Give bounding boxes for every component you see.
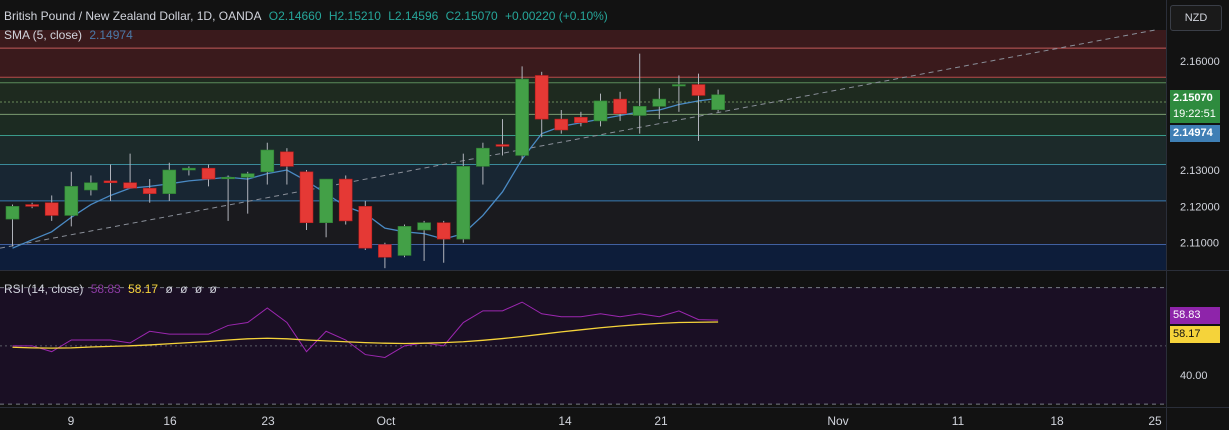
change-value: +0.00220 (+0.10%) — [505, 9, 608, 23]
price-zone-band — [0, 77, 1166, 83]
price-zone-band — [0, 82, 1166, 102]
candle-body — [534, 75, 549, 120]
price-zone-band — [0, 30, 1166, 49]
candle-body — [711, 94, 725, 110]
candle-body — [103, 180, 118, 184]
time-axis-tick: 18 — [1050, 414, 1064, 428]
candle-body — [397, 226, 412, 256]
candle-body — [495, 144, 510, 147]
candle-body — [240, 173, 255, 178]
currency-button[interactable]: NZD — [1170, 5, 1222, 31]
rsi-header: RSI (14, close) 58.83 58.17 ø ø ø ø — [4, 282, 221, 296]
rsi-axis-tick: 40.00 — [1180, 370, 1208, 382]
candle-body — [652, 98, 667, 107]
sma-value: 2.14974 — [89, 28, 133, 42]
sma-label[interactable]: SMA (5, close) — [4, 28, 83, 42]
time-axis-tick: Oct — [377, 414, 396, 428]
open-value: O2.14660 — [268, 9, 322, 23]
candle-body — [142, 187, 157, 194]
rsi-ma-price-label: 58.17 — [1170, 326, 1220, 343]
time-axis-tick: 21 — [654, 414, 668, 428]
candle-body — [280, 151, 294, 167]
candle-body — [123, 182, 137, 189]
countdown-label: 19:22:51 — [1170, 106, 1220, 123]
candle-body — [554, 118, 569, 131]
time-axis-tick: 9 — [68, 414, 75, 428]
candle-body — [201, 167, 216, 180]
symbol-title[interactable]: British Pound / New Zealand Dollar, 1D, … — [4, 9, 262, 23]
candle-body — [593, 100, 608, 122]
price-zone-band — [0, 135, 1166, 165]
price-zone-band — [0, 114, 1166, 136]
candle-body — [44, 202, 59, 216]
time-axis-tick: Nov — [827, 414, 848, 428]
candle-body — [691, 84, 706, 96]
last-price-label: 2.15070 — [1170, 90, 1220, 107]
high-value: H2.15210 — [328, 9, 381, 23]
candle-body — [672, 84, 686, 87]
candle-body — [515, 78, 529, 156]
candle-body — [632, 106, 647, 116]
time-axis-tick: 23 — [261, 414, 275, 428]
candle-body — [319, 178, 333, 224]
candle-body — [5, 206, 20, 220]
rsi-header-value: 58.83 — [90, 282, 121, 296]
candle-body — [417, 222, 431, 231]
candle-body — [299, 171, 314, 224]
time-axis-tick: 14 — [558, 414, 572, 428]
candle-body — [476, 147, 490, 167]
candle-body — [25, 204, 39, 207]
candle-body — [378, 244, 392, 258]
trend-line — [0, 29, 1156, 249]
time-axis-tick: 25 — [1148, 414, 1162, 428]
price-axis-tick: 2.11000 — [1180, 238, 1219, 250]
price-zone-band — [0, 164, 1166, 201]
candle-body — [613, 98, 627, 114]
price-zone-band — [0, 102, 1166, 115]
price-zone-band — [0, 200, 1166, 245]
time-axis-tick: 11 — [952, 414, 965, 428]
candle-body — [162, 169, 177, 194]
close-value: C2.15070 — [445, 9, 498, 23]
rsi-extra-1: ø — [165, 282, 173, 296]
price-axis-tick: 2.16000 — [1180, 56, 1220, 68]
price-axis-tick: 2.12000 — [1180, 201, 1220, 213]
candle-body — [64, 186, 79, 216]
rsi-line — [12, 301, 719, 358]
candle-body — [338, 178, 353, 222]
symbol-header: British Pound / New Zealand Dollar, 1D, … — [4, 9, 612, 23]
rsi-extra-2: ø — [180, 282, 188, 296]
rsi-ma-line — [12, 321, 719, 349]
candle-body — [358, 206, 373, 249]
sma-price-label: 2.14974 — [1170, 125, 1220, 142]
candle-body — [182, 167, 196, 171]
candle-body — [260, 149, 275, 173]
rsi-extra-3: ø — [194, 282, 203, 296]
candle-body — [84, 182, 98, 191]
candle-body — [574, 116, 588, 124]
rsi-label[interactable]: RSI (14, close) — [4, 282, 84, 296]
rsi-extra-4: ø — [209, 282, 217, 296]
price-axis-tick: 2.13000 — [1180, 165, 1220, 177]
rsi-price-label: 58.83 — [1170, 307, 1220, 324]
sma-header: SMA (5, close) 2.14974 — [4, 28, 137, 42]
low-value: L2.14596 — [388, 9, 439, 23]
candle-body — [456, 166, 471, 240]
candle-body — [221, 176, 235, 180]
rsi-ma-header-value: 58.17 — [128, 282, 159, 296]
price-zone-band — [0, 48, 1166, 78]
time-axis-tick: 16 — [163, 414, 177, 428]
candle-body — [436, 222, 451, 240]
price-zone-band — [0, 244, 1166, 270]
